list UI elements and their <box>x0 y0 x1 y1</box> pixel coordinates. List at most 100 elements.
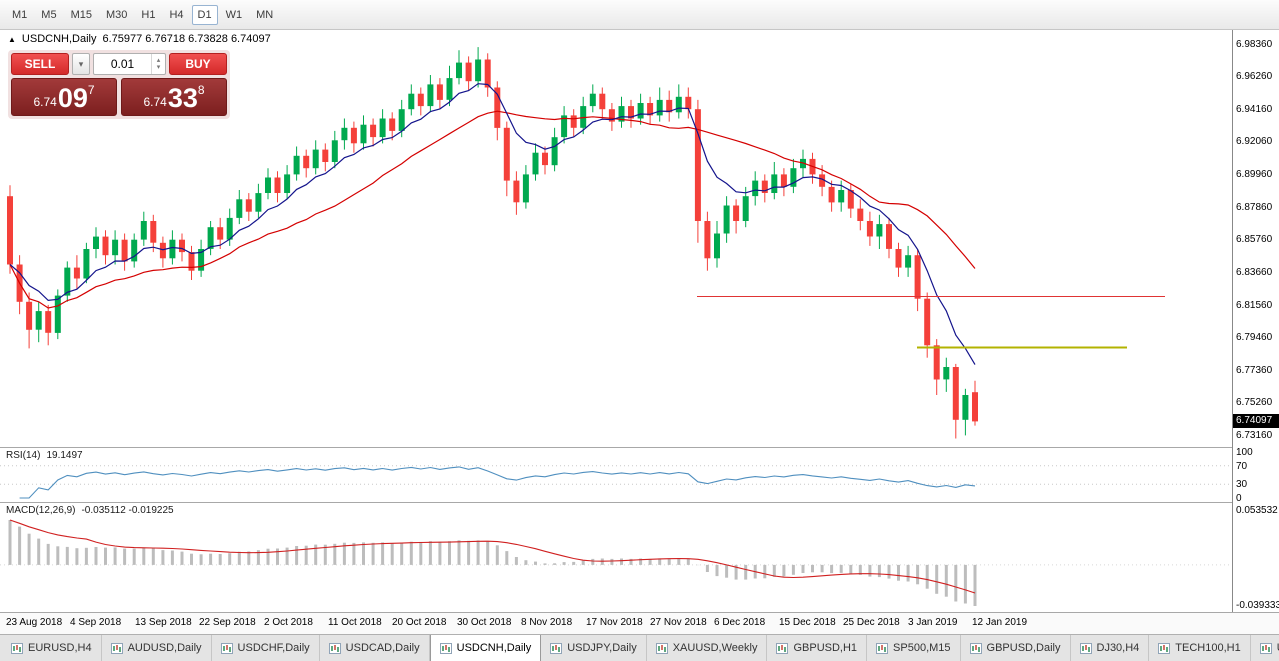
price-axis-label: 6.96260 <box>1236 71 1273 82</box>
candlestick <box>790 158 797 194</box>
candlestick <box>121 233 128 271</box>
candlestick <box>236 190 243 225</box>
timeframe-button-h1[interactable]: H1 <box>135 5 161 25</box>
candlestick <box>159 236 166 268</box>
candlestick <box>809 152 816 184</box>
sell-price-point: 7 <box>87 83 95 97</box>
buy-button[interactable]: BUY <box>169 53 227 75</box>
tab-gbpusd-h1[interactable]: GBPUSD,H1 <box>767 635 868 661</box>
candlestick <box>131 233 138 268</box>
rsi-line <box>19 466 976 499</box>
candlestick <box>93 227 99 259</box>
candlestick <box>484 53 491 97</box>
candlestick <box>207 221 214 256</box>
macd-chart-canvas <box>0 519 1232 606</box>
candlestick <box>255 183 262 218</box>
spinner-down-icon[interactable]: ▾ <box>156 64 161 71</box>
timeframe-button-mn[interactable]: MN <box>250 5 279 25</box>
timeframe-button-m15[interactable]: M15 <box>65 5 98 25</box>
tab-dj30-h4[interactable]: DJ30,H4 <box>1071 635 1150 661</box>
sell-button[interactable]: SELL <box>11 53 69 75</box>
tab-label: TECH100,H1 <box>1175 642 1241 654</box>
tab-usdchf-daily[interactable]: USDCHF,Daily <box>212 635 320 661</box>
chart-tab-icon <box>220 642 233 654</box>
candlestick <box>847 183 854 218</box>
candlestick <box>456 50 462 85</box>
volume-spinner[interactable]: ▴ ▾ <box>151 54 165 74</box>
sell-price-pips: 09 <box>57 83 88 113</box>
tab-usdcad-daily[interactable]: USDCAD,Daily <box>320 635 430 661</box>
candles-group <box>7 47 978 439</box>
tab-eurusd-h4[interactable]: EURUSD,H4 <box>2 635 102 661</box>
time-axis-label: 2 Oct 2018 <box>264 617 313 628</box>
time-axis-label: 13 Sep 2018 <box>135 617 192 628</box>
volume-value: 0.01 <box>110 57 135 71</box>
candlestick <box>312 140 319 175</box>
candlestick <box>188 245 195 280</box>
time-axis-label: 6 Dec 2018 <box>714 617 766 628</box>
candlestick <box>408 84 415 116</box>
macd-indicator-panel[interactable]: MACD(12,26,9) -0.035112 -0.019225 <box>0 502 1232 612</box>
timeframe-button-m1[interactable]: M1 <box>6 5 33 25</box>
tab-ukoil-h1[interactable]: UKOil,H1 <box>1251 635 1279 661</box>
price-axis-label: 6.94160 <box>1236 104 1273 115</box>
candlestick <box>972 380 978 426</box>
candlestick <box>513 171 520 215</box>
candlestick <box>580 96 587 135</box>
volume-dropdown-button[interactable]: ▾ <box>72 53 90 75</box>
tab-audusd-daily[interactable]: AUDUSD,Daily <box>102 635 212 661</box>
chart-ohlc-values: 6.75977 6.76718 6.73828 6.74097 <box>102 33 271 45</box>
time-axis-label: 27 Nov 2018 <box>650 617 707 628</box>
time-axis-label: 15 Dec 2018 <box>779 617 836 628</box>
time-axis-label: 12 Jan 2019 <box>972 617 1028 628</box>
tab-label: SP500,M15 <box>893 642 951 654</box>
timeframe-button-w1[interactable]: W1 <box>220 5 249 25</box>
chart-tab-icon <box>1079 642 1092 654</box>
buy-price-display[interactable]: 6.74 33 8 <box>121 78 227 116</box>
timeframe-button-h4[interactable]: H4 <box>163 5 189 25</box>
tab-tech100-h1[interactable]: TECH100,H1 <box>1149 635 1251 661</box>
candlestick <box>83 242 90 284</box>
candlestick <box>656 87 663 122</box>
candlestick <box>417 87 424 116</box>
candlestick <box>198 239 205 277</box>
timeframe-button-m30[interactable]: M30 <box>100 5 133 25</box>
main-price-chart[interactable]: ▲ USDCNH,Daily 6.75977 6.76718 6.73828 6… <box>0 30 1232 447</box>
tab-gbpusd-daily[interactable]: GBPUSD,Daily <box>961 635 1071 661</box>
time-axis: 23 Aug 2018 4 Sep 2018 13 Sep 2018 22 Sep 2… <box>0 612 1279 634</box>
candlestick <box>685 87 692 119</box>
tab-usdcnh-daily[interactable]: USDCNH,Daily <box>429 635 542 661</box>
tab-sp500-m15[interactable]: SP500,M15 <box>867 635 961 661</box>
candlestick <box>962 388 969 436</box>
sell-price-display[interactable]: 6.74 09 7 <box>11 78 117 116</box>
candlestick <box>446 65 453 107</box>
time-axis-label: 30 Oct 2018 <box>457 617 512 628</box>
time-axis-label: 23 Aug 2018 <box>6 617 63 628</box>
candlestick <box>905 245 912 277</box>
candlestick <box>952 363 959 439</box>
candlestick <box>857 199 864 231</box>
candlestick <box>876 214 883 249</box>
timeframe-button-m5[interactable]: M5 <box>35 5 62 25</box>
ma-fast-line <box>9 83 976 365</box>
tab-usdjpy-daily[interactable]: USDJPY,Daily <box>541 635 647 661</box>
volume-field[interactable]: 0.01 ▴ ▾ <box>93 53 166 75</box>
rsi-indicator-panel[interactable]: RSI(14) 19.1497 <box>0 447 1232 502</box>
timeframe-button-d1[interactable]: D1 <box>191 4 218 25</box>
price-axis-label: 6.77360 <box>1236 365 1273 376</box>
candlestick <box>828 180 835 212</box>
candlestick <box>265 168 271 200</box>
candlestick <box>570 109 577 138</box>
current-price-badge: 6.74097 <box>1233 414 1279 428</box>
tab-xauusd-weekly[interactable]: XAUUSD,Weekly <box>647 635 768 661</box>
candlestick <box>599 87 606 119</box>
candlestick <box>284 165 291 200</box>
spinner-up-icon[interactable]: ▴ <box>156 57 161 64</box>
candlestick <box>608 103 615 131</box>
candlestick <box>350 121 357 153</box>
timeframe-toolbar: M1 M5 M15 M30 H1 H4 D1 W1 MN <box>0 0 1279 30</box>
candlestick <box>465 56 472 91</box>
price-axis-label: 6.79460 <box>1236 332 1273 343</box>
price-axis-label: 6.98360 <box>1236 39 1273 50</box>
